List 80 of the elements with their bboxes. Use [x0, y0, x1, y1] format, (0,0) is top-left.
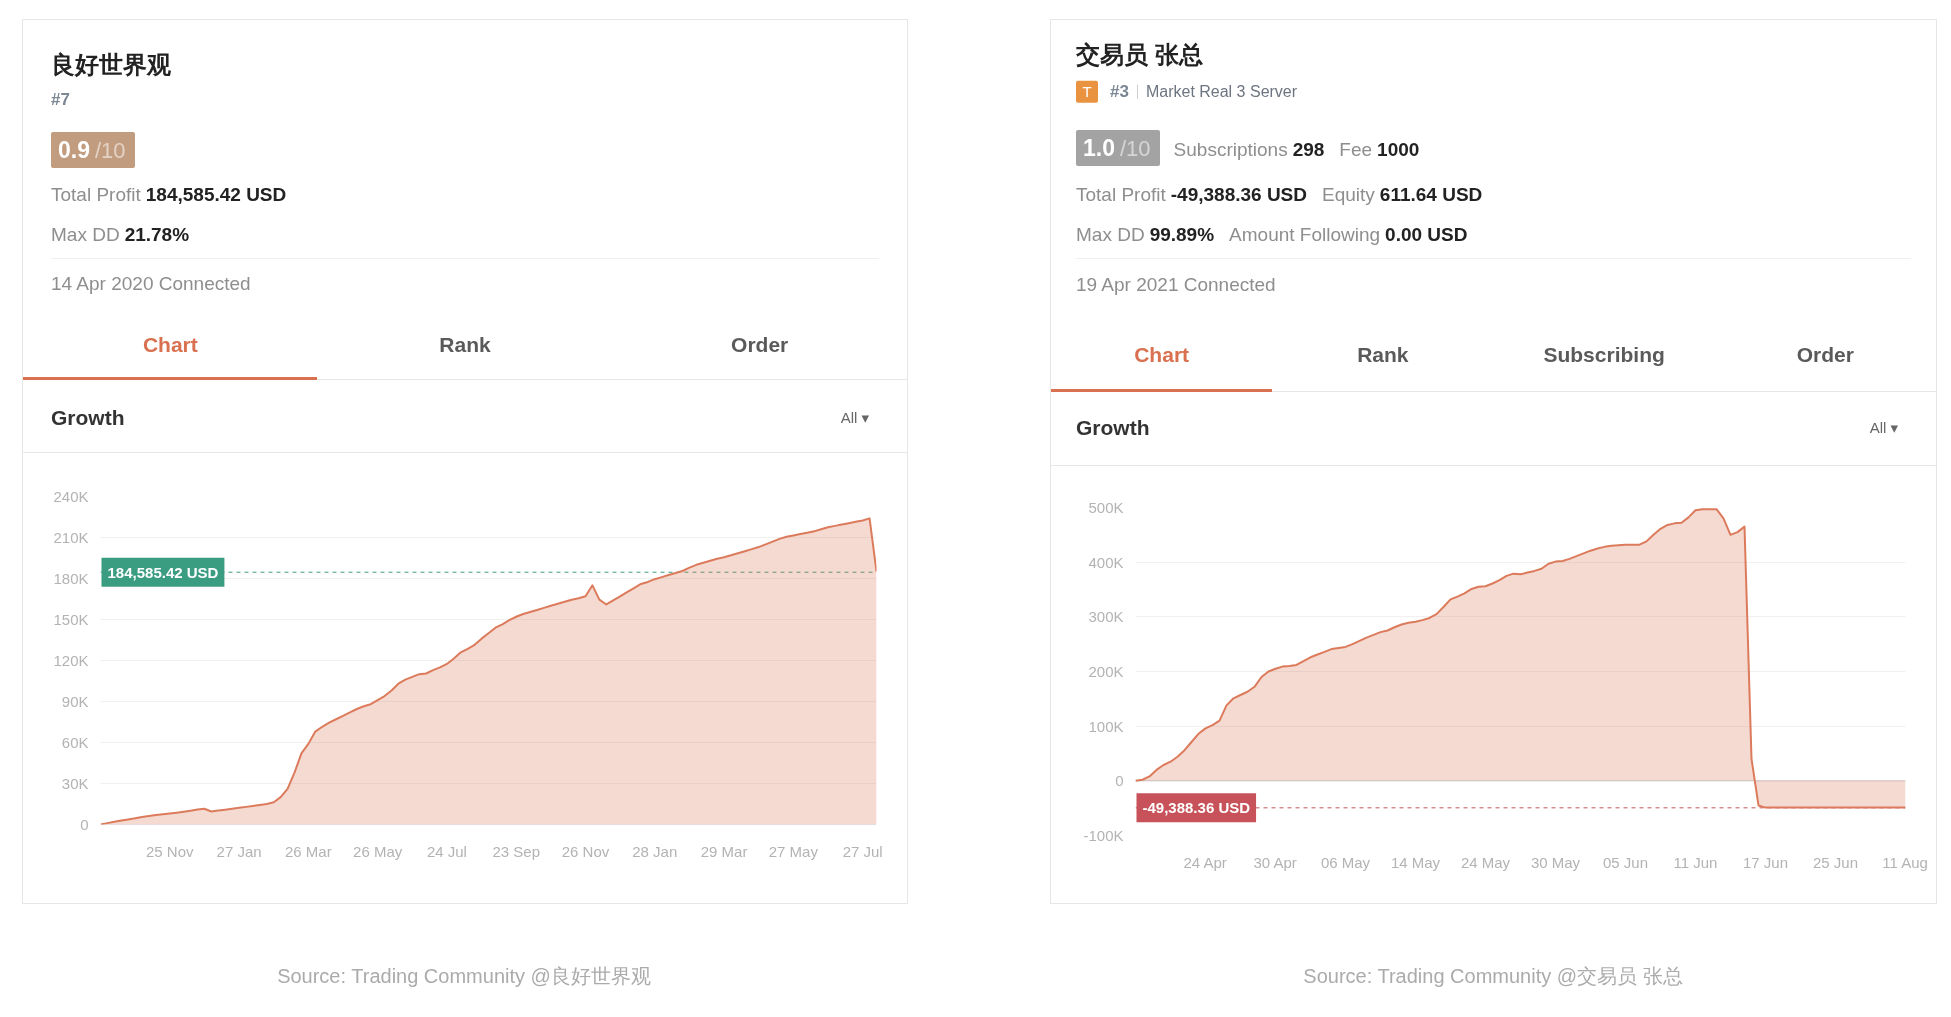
x-tick-label: 11 Jun	[1673, 853, 1718, 871]
text: Chart	[1133, 342, 1191, 368]
x-tick-label: 14 May	[1390, 853, 1441, 871]
y-tick-label: 0	[80, 816, 89, 833]
text: 99.89%	[1149, 223, 1215, 248]
x-tick-label: 27 Jul	[842, 842, 883, 860]
chart-title: Growth	[1076, 415, 1150, 441]
text: 1.0	[1083, 134, 1115, 164]
y-tick-label: 30K	[61, 775, 89, 792]
source-note: Source: Trading Community @交易员 张总	[1302, 964, 1684, 989]
ref-line-label: -49,388.36 USD	[1142, 799, 1251, 817]
y-tick-label: -100K	[1083, 827, 1124, 844]
text: Fee	[1339, 138, 1373, 163]
y-tick-label: 300K	[1088, 608, 1124, 626]
x-tick-label: 05 Jun	[1602, 853, 1649, 871]
text: 交易员 张总	[1076, 39, 1203, 70]
text: 298	[1292, 138, 1325, 163]
x-tick-label: 26 May	[353, 842, 403, 860]
source-note: Source: Trading Community @良好世界观	[276, 964, 652, 989]
y-tick-label: 400K	[1088, 553, 1124, 571]
y-tick-label: 210K	[53, 529, 89, 546]
x-tick-label: 24 Apr	[1183, 853, 1227, 871]
text: #3	[1110, 80, 1129, 103]
y-tick-label: 0	[1115, 772, 1124, 790]
x-tick-label: 29 Mar	[700, 842, 748, 860]
text: -49,388.36 USD	[1170, 183, 1308, 208]
y-tick-label: 500K	[1088, 499, 1124, 516]
y-tick-label: 180K	[53, 570, 89, 587]
x-tick-label: 23 Sep	[492, 842, 540, 860]
text: 0.00 USD	[1385, 223, 1468, 248]
text: All ▾	[840, 408, 869, 429]
text: Subscriptions	[1173, 138, 1288, 163]
text: 0.9	[58, 136, 90, 166]
text: Rank	[438, 332, 492, 358]
x-tick-label: 24 May	[1460, 853, 1511, 871]
y-tick-label: 150K	[53, 611, 89, 628]
text: 19 Apr 2021 Connected	[1076, 273, 1276, 298]
x-tick-label: 06 May	[1320, 853, 1371, 871]
text: Rank	[1356, 342, 1410, 368]
x-tick-label: 17 Jun	[1742, 853, 1789, 871]
y-tick-label: 90K	[61, 693, 89, 710]
x-tick-label: 26 Mar	[285, 842, 332, 860]
text: Subscribing	[1542, 342, 1666, 368]
text: /10	[94, 137, 126, 166]
y-tick-label: 120K	[53, 652, 89, 669]
text: 184,585.42 USD	[145, 183, 287, 208]
x-tick-label: 25 Nov	[146, 842, 195, 860]
text: Total Profit	[51, 183, 141, 208]
x-tick-label: 11 Aug	[1882, 853, 1928, 871]
x-tick-label: 27 May	[768, 842, 819, 860]
text: Max DD	[1076, 223, 1145, 248]
text: Amount Following	[1229, 223, 1381, 248]
text: Total Profit	[1076, 183, 1166, 208]
text: Order	[730, 332, 790, 358]
y-tick-label: 60K	[61, 734, 89, 751]
x-tick-label: 25 Jun	[1812, 853, 1859, 871]
x-tick-label: 28 Jan	[632, 842, 678, 860]
text: 1000	[1377, 138, 1420, 163]
text: Market Real 3 Server	[1145, 81, 1298, 102]
x-tick-label: 30 May	[1530, 853, 1581, 871]
y-tick-label: 200K	[1088, 663, 1124, 680]
text: All ▾	[1869, 418, 1898, 439]
text: 良好世界观	[51, 49, 171, 80]
text: 21.78%	[124, 223, 190, 248]
text: Equity	[1322, 183, 1375, 208]
text: #7	[51, 88, 70, 111]
text: 611.64 USD	[1379, 183, 1483, 208]
x-tick-label: 24 Jul	[426, 842, 467, 860]
x-tick-label: 26 Nov	[561, 842, 610, 860]
text: Chart	[141, 332, 199, 358]
x-tick-label: 30 Apr	[1253, 853, 1297, 871]
text: Order	[1795, 342, 1855, 368]
y-tick-label: 240K	[53, 488, 89, 505]
x-tick-label: 27 Jan	[216, 842, 262, 860]
y-tick-label: 100K	[1088, 717, 1124, 735]
chart-title: Growth	[51, 405, 125, 431]
text: T	[1076, 81, 1098, 103]
text: 14 Apr 2020 Connected	[51, 272, 251, 297]
text: Max DD	[51, 223, 120, 248]
ref-line-label: 184,585.42 USD	[107, 563, 219, 581]
